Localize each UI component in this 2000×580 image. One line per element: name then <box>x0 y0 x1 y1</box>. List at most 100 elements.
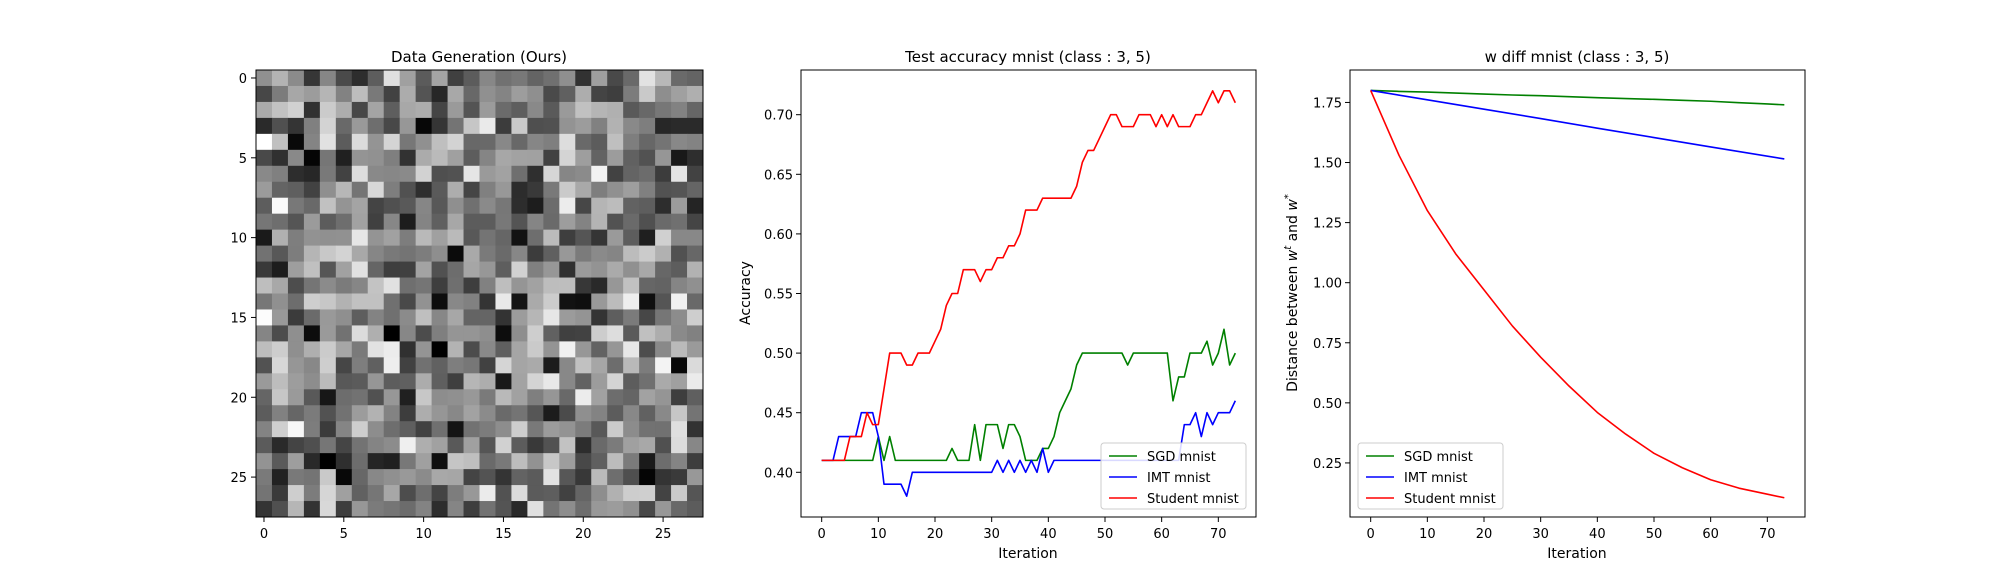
heatmap-cell <box>527 405 544 422</box>
heatmap-cell <box>463 181 480 199</box>
heatmap-cell <box>687 357 704 374</box>
heatmap-cell <box>495 437 512 454</box>
heatmap-cell <box>591 325 608 342</box>
heatmap-cell <box>287 373 305 390</box>
heatmap-cell <box>319 181 337 199</box>
heatmap-cell <box>319 149 337 167</box>
xtick-label: 30 <box>1532 527 1549 542</box>
heatmap-cell <box>575 389 592 406</box>
legend-box <box>1100 442 1247 510</box>
ytick-label: 0.45 <box>764 407 793 422</box>
accuracy-xlabel: Iteration <box>998 546 1057 562</box>
heatmap-cell <box>655 405 672 422</box>
heatmap-cell <box>623 293 640 310</box>
heatmap-cell <box>479 85 496 103</box>
heatmap-cell <box>303 421 321 438</box>
heatmap-cell <box>335 149 353 167</box>
heatmap-cell <box>479 469 496 486</box>
heatmap-cell <box>655 70 672 87</box>
heatmap-cell <box>383 405 401 422</box>
heatmap-cell <box>607 389 624 406</box>
heatmap-cell <box>399 149 417 167</box>
heatmap-cell <box>431 421 449 438</box>
heatmap-cell <box>655 309 672 326</box>
heatmap-cell <box>256 485 273 502</box>
heatmap-cell <box>671 213 688 231</box>
heatmap-cell <box>287 469 305 486</box>
heatmap-cell <box>271 485 289 502</box>
heatmap-cell <box>303 501 321 518</box>
heatmap-cell <box>607 421 624 438</box>
heatmap-cell <box>591 357 608 374</box>
heatmap-cell <box>431 325 449 342</box>
heatmap-cell <box>511 165 528 183</box>
heatmap-cell <box>479 181 496 199</box>
heatmap-cell <box>607 213 624 231</box>
heatmap-cell <box>495 213 512 231</box>
legend-label: Student mnist <box>1404 492 1496 507</box>
heatmap-cell <box>303 70 321 87</box>
heatmap-cell <box>607 149 624 167</box>
heatmap-cell <box>671 229 688 247</box>
heatmap-cell <box>303 229 321 247</box>
heatmap-cell <box>367 117 385 135</box>
heatmap-cell <box>623 437 640 454</box>
heatmap-cell <box>383 245 401 263</box>
heatmap-cell <box>511 373 528 390</box>
heatmap-cell <box>351 197 369 215</box>
heatmap-cell <box>543 373 560 390</box>
legend-label: IMT mnist <box>1404 471 1468 486</box>
heatmap-cell <box>687 245 704 263</box>
heatmap-cell <box>463 277 480 294</box>
heatmap-cell <box>671 165 688 183</box>
heatmap-cell <box>495 485 512 502</box>
heatmap-cell <box>639 389 656 406</box>
heatmap-cell <box>543 341 560 358</box>
heatmap-cell <box>463 485 480 502</box>
heatmap-cell <box>256 421 273 438</box>
heatmap-cell <box>559 165 576 183</box>
heatmap-cell <box>639 133 656 151</box>
heatmap-cell <box>687 325 704 342</box>
heatmap-cell <box>623 229 640 247</box>
accuracy-ylabel: Accuracy <box>738 261 754 325</box>
heatmap-cell <box>367 101 385 119</box>
heatmap-cell <box>671 117 688 135</box>
ylabel-text: and <box>1285 211 1301 246</box>
ylabel-sup-t: t <box>1283 245 1294 250</box>
heatmap-cell <box>383 437 401 454</box>
heatmap-cell <box>575 181 592 199</box>
heatmap-cell <box>303 165 321 183</box>
heatmap-cell <box>256 437 273 454</box>
heatmap-cell <box>303 469 321 486</box>
heatmap-cell <box>543 133 560 151</box>
heatmap-cell <box>335 501 353 518</box>
ytick-label: 1.00 <box>1313 277 1342 292</box>
heatmap-cell <box>415 405 433 422</box>
heatmap-title: Data Generation (Ours) <box>391 48 567 66</box>
ytick-label: 0.60 <box>764 228 793 243</box>
heatmap-cell <box>367 341 385 358</box>
heatmap-cell <box>511 469 528 486</box>
heatmap-cell <box>479 325 496 342</box>
heatmap-cell <box>271 197 289 215</box>
heatmap-cell <box>479 277 496 294</box>
heatmap-cell <box>559 197 576 215</box>
heatmap-cell <box>367 405 385 422</box>
heatmap-cell <box>303 453 321 470</box>
heatmap-cell <box>655 245 672 263</box>
heatmap-cell <box>256 133 273 151</box>
heatmap-cell <box>415 389 433 406</box>
heatmap-cell <box>415 197 433 215</box>
heatmap-cell <box>527 357 544 374</box>
heatmap-cell <box>655 485 672 502</box>
heatmap-cell <box>543 197 560 215</box>
heatmap-cell <box>479 101 496 119</box>
heatmap-cell <box>351 229 369 247</box>
xtick-label: 10 <box>1419 527 1436 542</box>
heatmap-cell <box>271 325 289 342</box>
heatmap-cell <box>256 469 273 486</box>
heatmap-cell <box>495 149 512 167</box>
heatmap-cell <box>623 501 640 518</box>
heatmap-cell <box>575 325 592 342</box>
